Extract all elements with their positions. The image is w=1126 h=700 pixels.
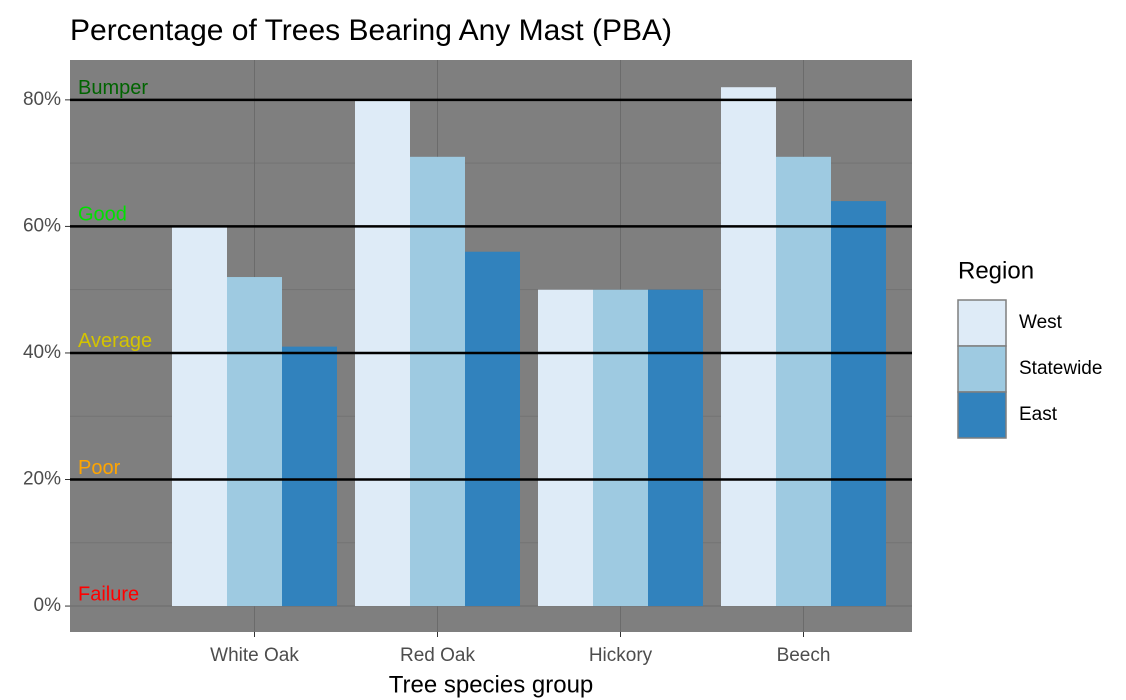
x-tick-label: Hickory [589, 645, 653, 666]
bar [648, 289, 703, 607]
bar [593, 289, 648, 607]
legend-key [957, 391, 1007, 439]
x-axis-label: Tree species group [389, 671, 594, 698]
bar [410, 156, 465, 607]
bar [538, 289, 593, 607]
y-tick-label: 60% [23, 215, 61, 236]
y-tick-label: 40% [23, 342, 61, 363]
threshold-label: Failure [78, 583, 139, 605]
bar [465, 251, 520, 607]
legend-key [957, 299, 1007, 347]
threshold-label: Average [78, 330, 152, 352]
x-tick-label: Beech [777, 645, 831, 666]
bar [721, 87, 776, 607]
bar [227, 277, 282, 607]
bar [776, 156, 831, 607]
legend-key [957, 345, 1007, 393]
bar [831, 201, 886, 607]
threshold-label: Good [78, 204, 127, 226]
threshold-label: Poor [78, 457, 121, 479]
bar [282, 346, 337, 607]
x-tick-label: White Oak [210, 645, 299, 666]
bar [172, 226, 227, 607]
y-tick-label: 0% [34, 595, 62, 616]
x-tick-label: Red Oak [400, 645, 475, 666]
legend-title: Region [958, 257, 1034, 284]
threshold-label: Bumper [78, 77, 148, 99]
chart-title: Percentage of Trees Bearing Any Mast (PB… [70, 14, 672, 47]
legend-label: East [1019, 404, 1058, 425]
legend-label: West [1019, 312, 1063, 333]
y-tick-label: 80% [23, 89, 61, 110]
legend-label: Statewide [1019, 358, 1102, 379]
y-tick-label: 20% [23, 469, 61, 490]
